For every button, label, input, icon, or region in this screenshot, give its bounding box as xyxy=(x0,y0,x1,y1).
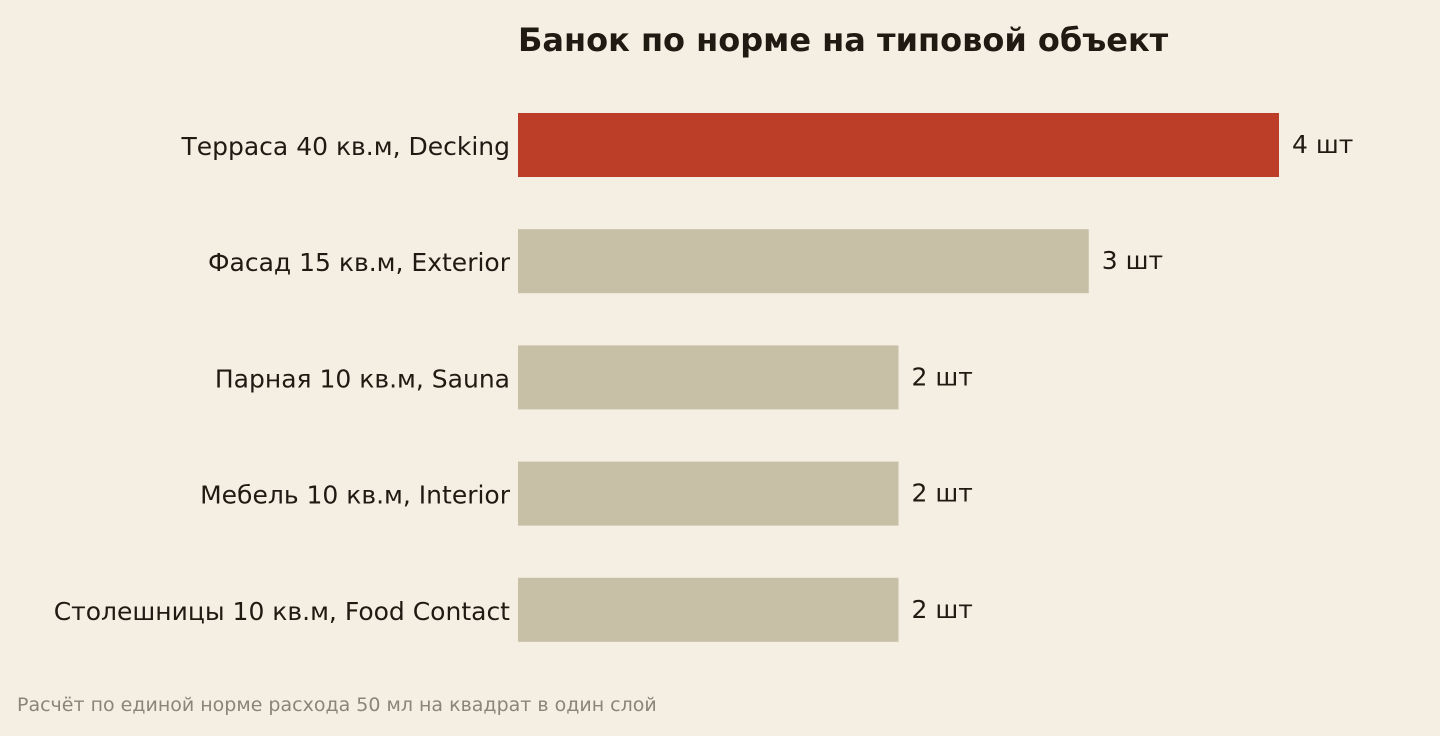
bar-0 xyxy=(518,113,1279,177)
value-label-0: 4 шт xyxy=(1292,130,1353,159)
category-label-2: Парная 10 кв.м, Sauna xyxy=(215,364,510,393)
category-label-4: Столешницы 10 кв.м, Food Contact xyxy=(54,597,510,626)
value-label-1: 3 шт xyxy=(1102,246,1163,275)
bars-layer: Терраса 40 кв.м, Decking 4 шт Фасад 15 кв.… xyxy=(54,113,1353,642)
value-label-2: 2 шт xyxy=(912,362,973,391)
bar-1 xyxy=(518,229,1089,294)
category-label-1: Фасад 15 кв.м, Exterior xyxy=(208,248,511,277)
bar-4 xyxy=(518,577,899,642)
chart-title: Банок по норме на типовой объект xyxy=(518,21,1169,59)
value-label-3: 2 шт xyxy=(912,479,973,508)
category-label-0: Терраса 40 кв.м, Decking xyxy=(180,132,510,161)
value-label-4: 2 шт xyxy=(912,595,973,624)
bar-2 xyxy=(518,345,899,410)
bar-3 xyxy=(518,461,899,526)
footnote: Расчёт по единой норме расхода 50 мл на … xyxy=(17,694,657,716)
category-label-3: Мебель 10 кв.м, Interior xyxy=(200,481,511,510)
